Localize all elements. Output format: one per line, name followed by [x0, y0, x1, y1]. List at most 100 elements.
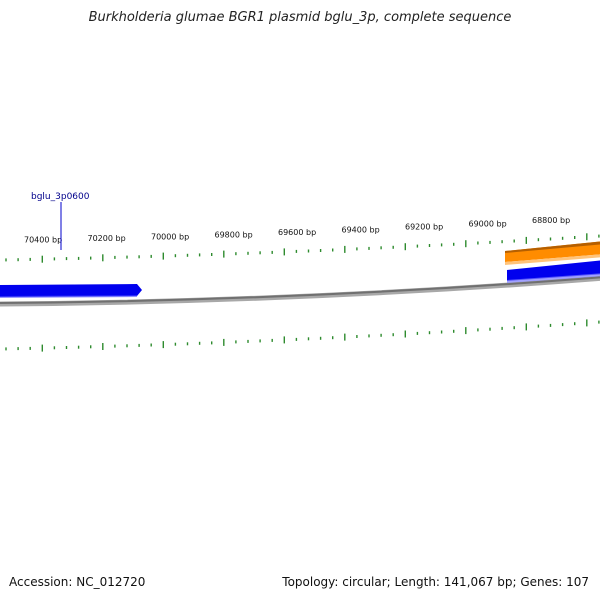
outer-ring-major-tick — [344, 245, 346, 253]
outer-ring-minor-tick — [247, 251, 249, 255]
gene-forward-left[interactable] — [0, 284, 142, 297]
outer-ring-minor-tick — [453, 242, 455, 246]
ruler-tick-label: 69200 bp — [405, 223, 443, 232]
inner-ring-major-tick — [465, 327, 467, 335]
outer-ring-minor-tick — [198, 253, 201, 257]
gene-reverse-right-edge — [505, 241, 600, 253]
inner-ring-minor-tick — [29, 346, 31, 350]
inner-ring-minor-tick — [77, 345, 80, 349]
outer-ring-minor-tick — [259, 251, 261, 255]
inner-ring-minor-tick — [65, 346, 68, 349]
inner-ring-minor-tick — [211, 341, 213, 345]
ruler-tick-label: 69000 bp — [469, 220, 507, 229]
outer-ring-major-tick — [525, 236, 527, 244]
genome-summary-text: Topology: circular; Length: 141,067 bp; … — [282, 575, 589, 589]
outer-ring-minor-tick — [17, 258, 19, 262]
outer-ring-minor-tick — [53, 257, 56, 261]
inner-ring-minor-tick — [561, 323, 564, 327]
inner-ring-minor-tick — [537, 324, 540, 328]
inner-ring-minor-tick — [501, 326, 503, 330]
inner-ring-minor-tick — [356, 335, 358, 338]
outer-ring-major-tick — [404, 243, 406, 251]
outer-ring-minor-tick — [392, 245, 394, 249]
outer-ring-major-tick — [41, 255, 43, 263]
outer-ring-minor-tick — [307, 249, 310, 253]
outer-ring-minor-tick — [561, 236, 564, 240]
outer-ring-major-tick — [465, 240, 467, 248]
inner-ring-minor-tick — [513, 326, 515, 330]
inner-ring-minor-tick — [428, 331, 431, 335]
inner-ring-major-tick — [586, 319, 588, 327]
inner-ring-minor-tick — [126, 344, 128, 348]
outer-ring-minor-tick — [126, 255, 128, 259]
inner-ring-minor-tick — [598, 320, 600, 324]
outer-ring-minor-tick — [598, 234, 600, 238]
gene-reverse-right-highlight — [505, 254, 600, 265]
outer-ring-major-tick — [162, 252, 164, 260]
inner-ring-minor-tick — [489, 327, 491, 331]
inner-ring-minor-tick — [53, 346, 56, 350]
outer-ring-minor-tick — [477, 241, 479, 245]
outer-ring-minor-tick — [574, 236, 576, 239]
tick-labels: 70400 bp 70200 bp 70000 bp 69800 bp 69600 bp… — [24, 216, 570, 245]
outer-ring-minor-tick — [150, 254, 152, 258]
inner-ring-minor-tick — [247, 339, 249, 343]
inner-ring-minor-tick — [5, 347, 7, 351]
inner-ring-major-tick — [404, 330, 406, 338]
outer-ring-major-tick — [586, 233, 588, 241]
outer-ring-major-tick — [102, 254, 104, 262]
inner-ring-minor-tick — [138, 343, 140, 347]
inner-ring-minor-tick — [114, 344, 116, 348]
inner-ring-minor-tick — [319, 336, 322, 340]
outer-tick-ring — [5, 233, 600, 263]
outer-ring-major-tick — [283, 248, 285, 256]
outer-ring-minor-tick — [356, 247, 358, 251]
gene-forward-right-shadow — [507, 273, 600, 283]
outer-ring-minor-tick — [77, 256, 80, 260]
inner-ring-major-tick — [162, 341, 164, 349]
inner-ring-minor-tick — [174, 342, 177, 346]
inner-ring-minor-tick — [90, 345, 92, 349]
outer-ring-minor-tick — [114, 255, 116, 259]
ruler-tick-label: 69400 bp — [342, 226, 380, 235]
outer-ring-minor-tick — [29, 257, 31, 261]
outer-ring-minor-tick — [319, 249, 322, 252]
accession-text: Accession: NC_012720 — [9, 575, 146, 589]
outer-ring-minor-tick — [368, 246, 370, 250]
inner-ring-minor-tick — [295, 337, 298, 341]
inner-ring-major-tick — [283, 336, 285, 344]
outer-ring-minor-tick — [440, 243, 443, 247]
outer-ring-minor-tick — [235, 252, 237, 256]
inner-ring-minor-tick — [453, 329, 455, 333]
inner-ring-minor-tick — [368, 334, 370, 338]
outer-ring-major-tick — [223, 250, 225, 258]
outer-ring-minor-tick — [295, 249, 298, 253]
outer-ring-minor-tick — [138, 255, 140, 259]
outer-ring-minor-tick — [380, 246, 382, 250]
inner-ring-minor-tick — [440, 330, 443, 334]
outer-ring-minor-tick — [65, 257, 68, 261]
ruler-tick-label: 70400 bp — [24, 236, 62, 245]
inner-ring-major-tick — [344, 333, 346, 341]
inner-ring-minor-tick — [17, 347, 19, 351]
outer-ring-minor-tick — [90, 256, 92, 260]
ruler-tick-label: 70200 bp — [88, 234, 126, 243]
ruler-tick-label: 68800 bp — [532, 216, 570, 225]
outer-ring-minor-tick — [537, 238, 540, 242]
ruler-tick-label: 70000 bp — [151, 232, 189, 241]
ruler-tick-label: 69800 bp — [215, 231, 253, 240]
gene-reverse-right[interactable] — [505, 241, 600, 262]
outer-ring-minor-tick — [416, 244, 419, 248]
inner-ring-minor-tick — [307, 337, 310, 341]
inner-ring-minor-tick — [549, 323, 552, 327]
outer-ring-minor-tick — [271, 250, 273, 254]
outer-ring-minor-tick — [489, 240, 491, 244]
inner-ring-minor-tick — [392, 333, 394, 337]
gene-label-bglu_3p0600[interactable]: bglu_3p0600 — [31, 192, 90, 202]
outer-ring-minor-tick — [332, 248, 334, 252]
outer-ring-minor-tick — [5, 258, 7, 262]
backbone-arc — [0, 276, 600, 304]
inner-ring-minor-tick — [150, 343, 152, 347]
outer-ring-minor-tick — [513, 239, 515, 243]
